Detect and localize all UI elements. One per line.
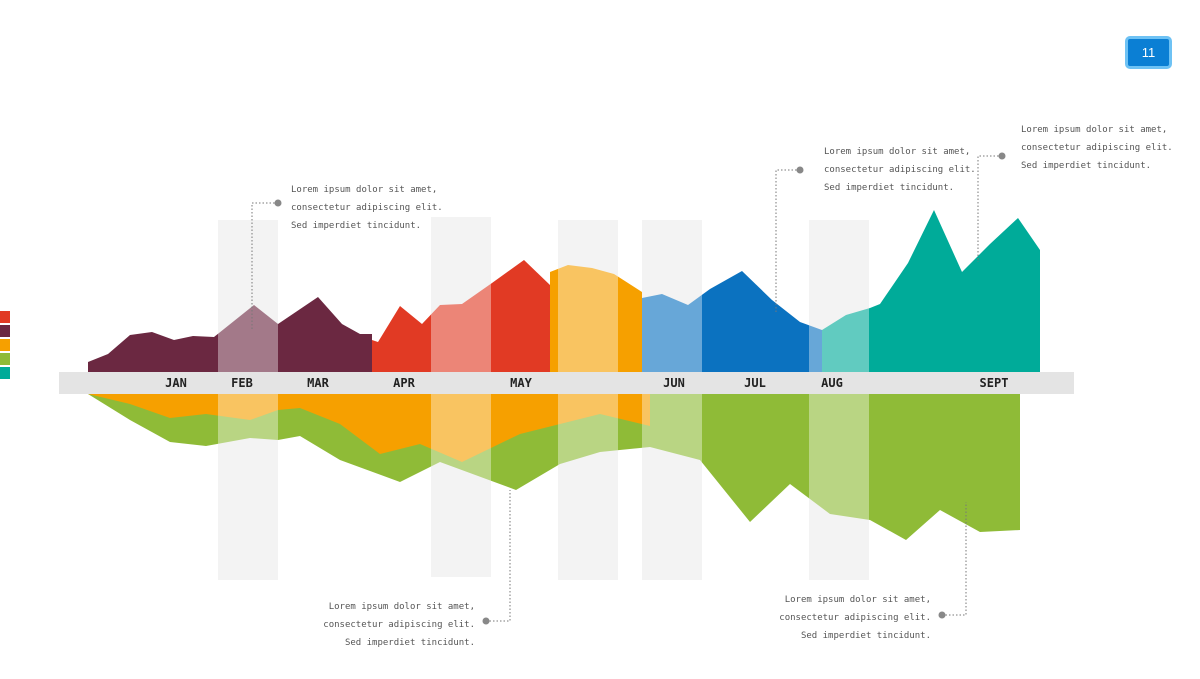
callout-leader-3 [486, 490, 511, 622]
area-above-series-4 [822, 210, 1040, 372]
legend-swatch-maroon [0, 325, 10, 337]
month-label-feb: FEB [231, 376, 253, 390]
area-above-series-2 [550, 265, 642, 372]
callout-dot-1 [796, 166, 804, 174]
month-label-jan: JAN [165, 376, 187, 390]
annotation-line: consectetur adipiscing elit. [824, 165, 976, 175]
annotation-line: consectetur adipiscing elit. [291, 203, 443, 213]
annotation-line: Sed imperdiet tincidunt. [800, 631, 931, 641]
callout-dot-3 [482, 617, 490, 625]
callout-leader-1 [775, 169, 800, 312]
month-label-jun: JUN [663, 376, 685, 390]
annotation-line: consectetur adipiscing elit. [323, 620, 475, 630]
annotation-line: Sed imperdiet tincidunt. [824, 183, 955, 193]
annotation-line: Lorem ipsum dolor sit amet, [824, 147, 971, 157]
callout-dot-4 [938, 611, 946, 619]
annotation-sept-lower: Lorem ipsum dolor sit amet, consectetur … [779, 591, 931, 645]
annotation-line: consectetur adipiscing elit. [1021, 143, 1173, 153]
annotation-line: Lorem ipsum dolor sit amet, [291, 185, 438, 195]
area-above-series-3 [642, 271, 822, 372]
legend-swatch-red [0, 311, 10, 323]
highlight-band-0 [218, 220, 278, 580]
annotation-sept: Lorem ipsum dolor sit amet, consectetur … [1021, 121, 1173, 175]
annotation-may: Lorem ipsum dolor sit amet, consectetur … [323, 598, 475, 652]
annotation-line: Lorem ipsum dolor sit amet, [784, 595, 931, 605]
area-above-series-0 [88, 297, 372, 372]
highlight-band-1 [431, 217, 491, 577]
highlight-band-3 [642, 220, 702, 580]
area-below-series-1 [88, 394, 1020, 540]
annotation-line: Sed imperdiet tincidunt. [291, 221, 422, 231]
legend-swatch-green [0, 353, 10, 365]
month-label-jul: JUL [744, 376, 766, 390]
callout-dot-2 [998, 152, 1006, 160]
month-label-may: MAY [510, 376, 532, 390]
legend-swatch-teal [0, 367, 10, 379]
legend-swatch-orange [0, 339, 10, 351]
month-axis-bar [59, 372, 1074, 394]
highlight-band-4 [809, 220, 869, 580]
month-label-sept: SEPT [980, 376, 1009, 390]
annotation-line: Lorem ipsum dolor sit amet, [328, 602, 475, 612]
annotation-line: Sed imperdiet tincidunt. [344, 638, 475, 648]
area-below-series-0 [88, 394, 650, 462]
callout-leader-2 [977, 155, 1002, 262]
callout-leader-0 [251, 202, 278, 330]
area-above-series-1 [372, 260, 550, 372]
annotation-feb: Lorem ipsum dolor sit amet, consectetur … [291, 181, 443, 235]
color-legend [0, 311, 10, 381]
callout-dot-0 [274, 199, 282, 207]
annotation-line: Sed imperdiet tincidunt. [1021, 161, 1152, 171]
annotation-line: consectetur adipiscing elit. [779, 613, 931, 623]
month-label-mar: MAR [307, 376, 329, 390]
annotation-jul: Lorem ipsum dolor sit amet, consectetur … [824, 143, 976, 197]
callout-leader-4 [942, 502, 967, 616]
annotation-line: Lorem ipsum dolor sit amet, [1021, 125, 1168, 135]
month-label-aug: AUG [821, 376, 843, 390]
page-number-badge: 11 [1125, 36, 1172, 69]
month-label-apr: APR [393, 376, 415, 390]
highlight-band-2 [558, 220, 618, 580]
